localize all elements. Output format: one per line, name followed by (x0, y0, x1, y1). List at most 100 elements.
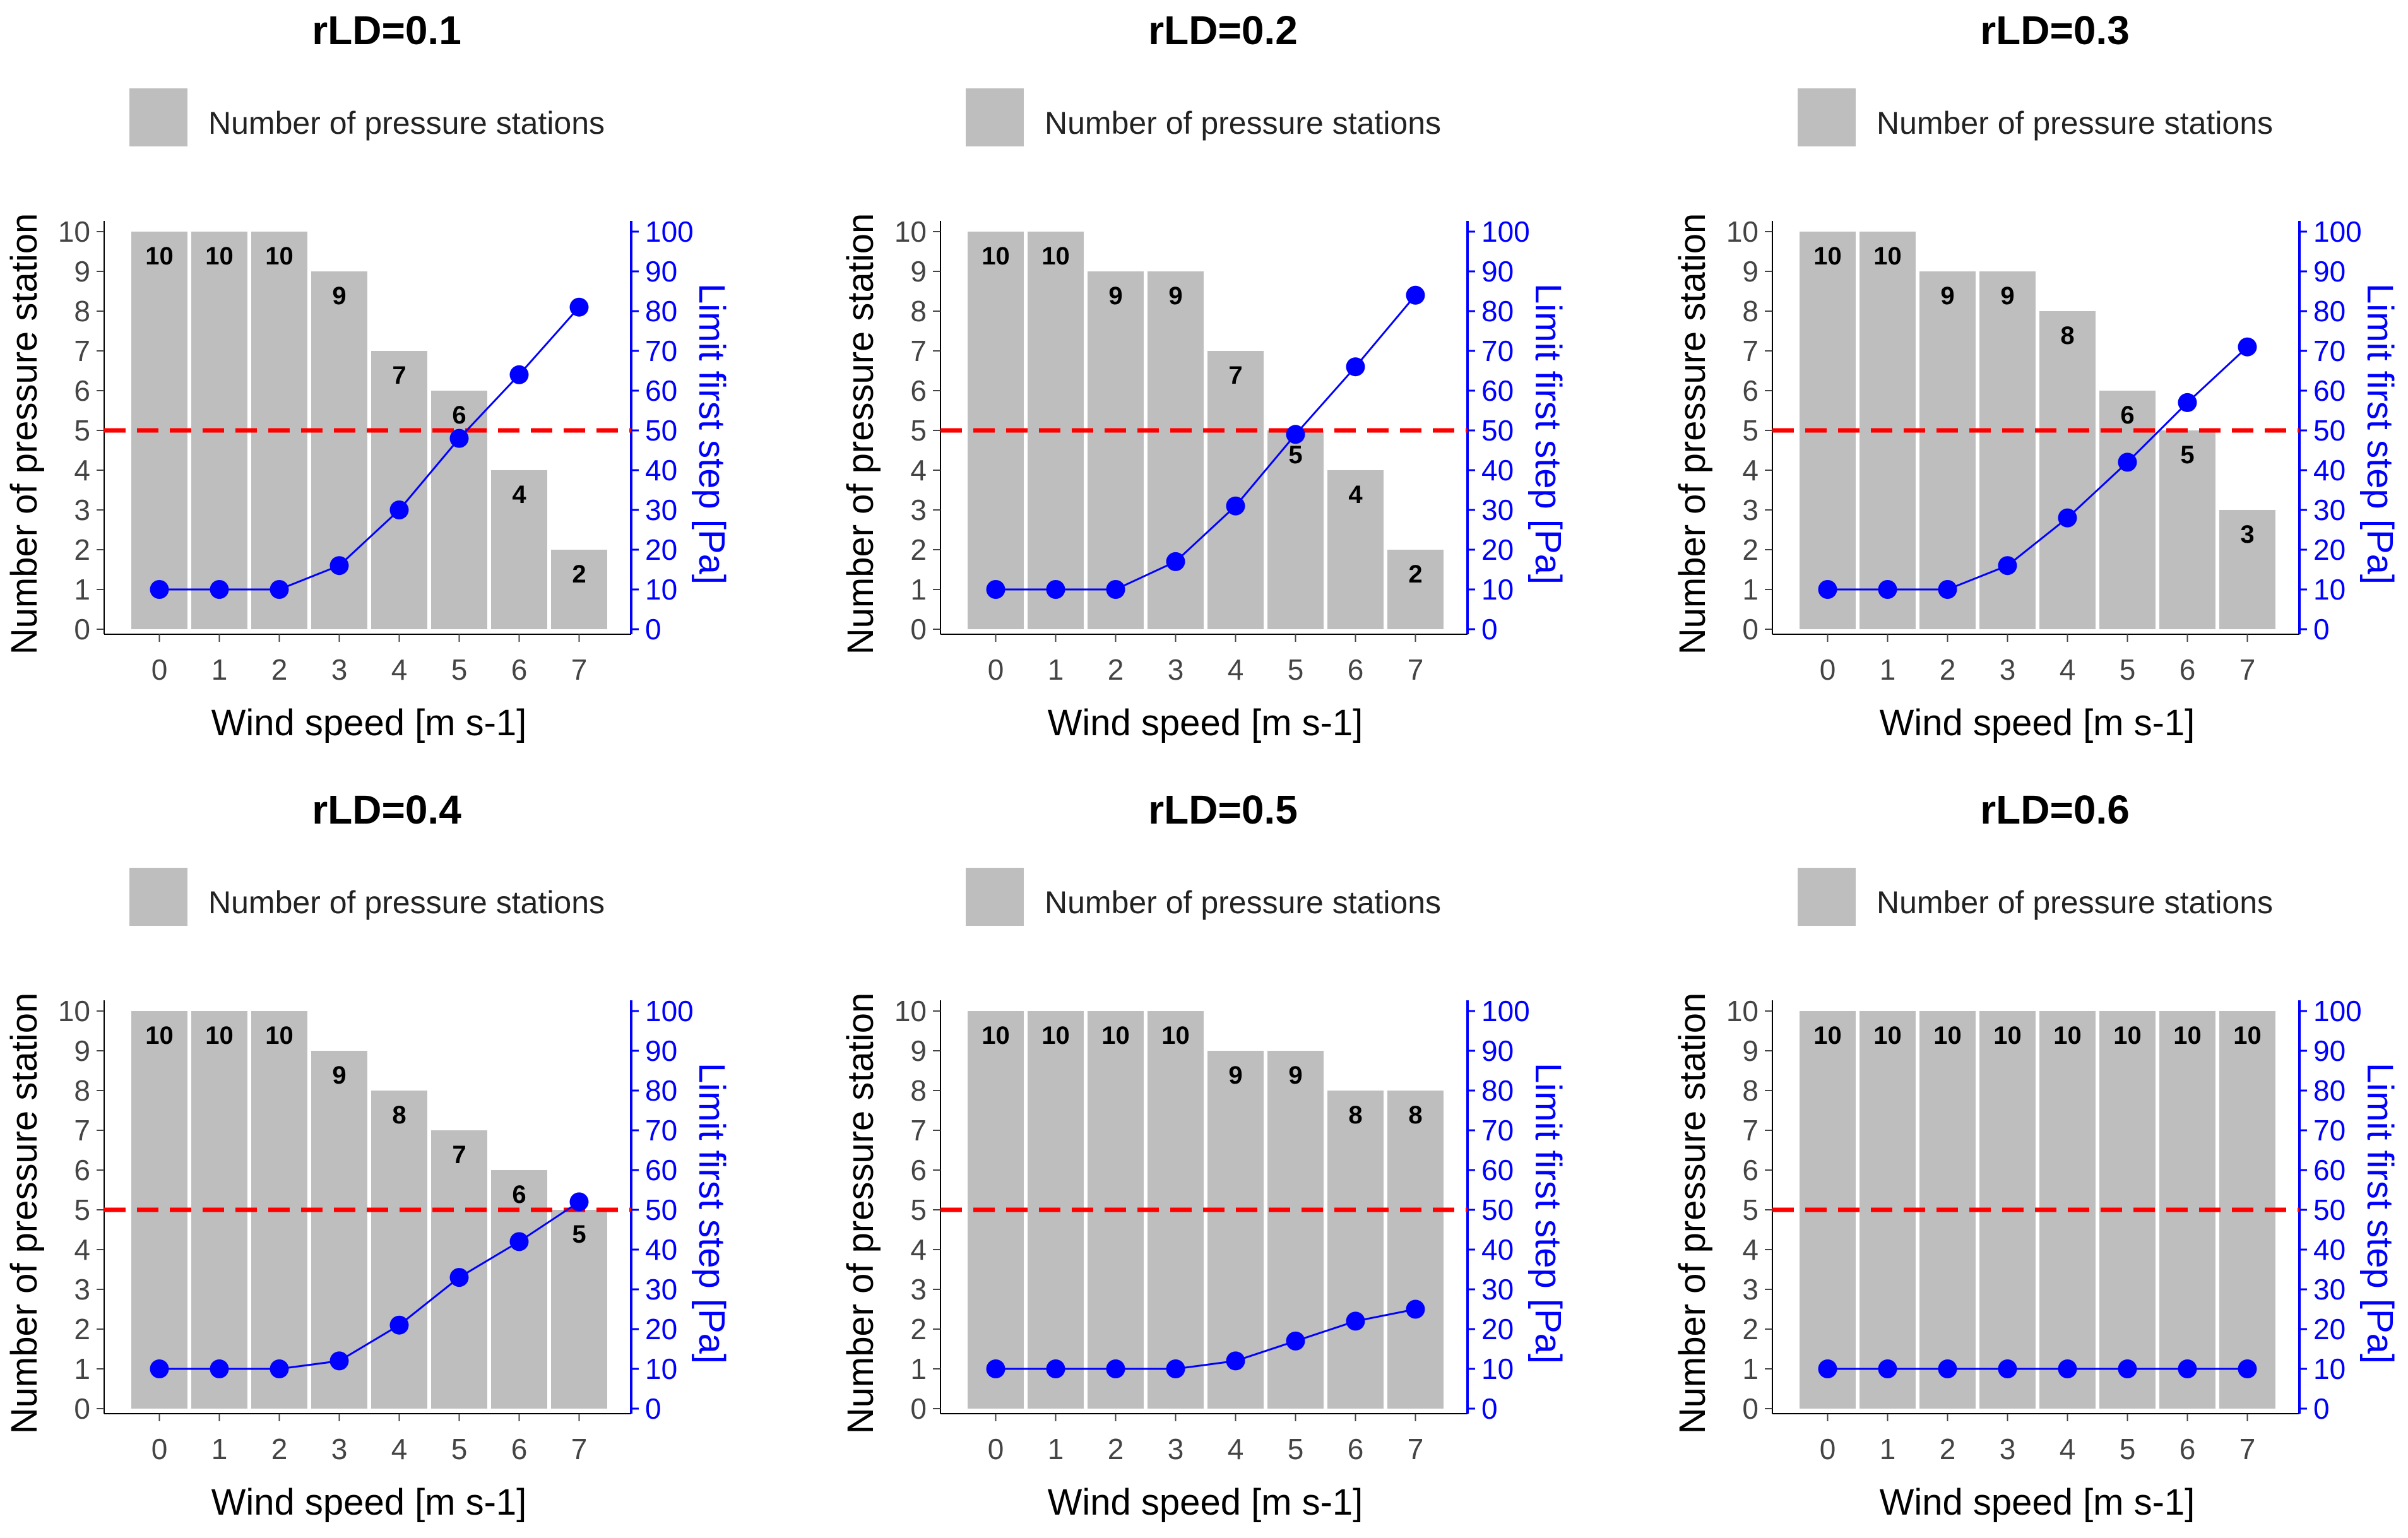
bar-4 (371, 351, 427, 629)
y-axis-title: Number of pressure station (4, 213, 45, 655)
y-tick-label: 7 (910, 334, 927, 367)
y-tick-label: 0 (74, 1392, 90, 1425)
bar-label: 9 (332, 282, 346, 310)
y-tick-label: 7 (1742, 334, 1759, 367)
bar-label: 10 (2233, 1022, 2262, 1050)
bar-2 (1088, 271, 1144, 629)
y-tick-label: 9 (74, 1034, 90, 1067)
bar-label: 4 (1348, 481, 1363, 509)
y-tick-label: 3 (910, 494, 927, 526)
limit-line (995, 1308, 1416, 1370)
y-tick-label: 9 (1742, 1034, 1759, 1067)
y-tick-label: 1 (74, 1352, 90, 1385)
y-tick-label: 1 (1742, 1352, 1759, 1385)
limit-point-1 (1046, 1359, 1065, 1378)
y-tick-label: 1 (910, 1352, 927, 1385)
chart-panel: rLD=0.5 Number of pressure stations 0 1 2 3 4 5… (840, 787, 1569, 1523)
y-tick-label: 1 (1742, 573, 1759, 606)
limit-point-0 (150, 580, 169, 599)
y2-tick-label: 40 (2313, 1233, 2346, 1266)
bar-label: 9 (1940, 282, 1954, 310)
y-tick-label: 6 (1742, 374, 1759, 407)
x-axis-title: Wind speed [m s-1] (1880, 702, 2195, 743)
limit-point-5 (2118, 453, 2137, 472)
y2-tick-label: 60 (1481, 1154, 1514, 1186)
y2-tick-label: 50 (1481, 414, 1514, 447)
y2-tick-label: 90 (2313, 1034, 2346, 1067)
y2-tick-label: 10 (645, 573, 677, 606)
y-tick-label: 2 (1742, 1313, 1759, 1346)
x-tick-label: 1 (211, 1433, 228, 1465)
limit-point-1 (1878, 580, 1897, 599)
limit-point-1 (1046, 580, 1065, 599)
x-tick-label: 2 (1940, 1433, 1956, 1465)
x-tick-label: 0 (988, 1433, 1004, 1465)
limit-point-0 (1818, 580, 1837, 599)
bar-label: 10 (1873, 242, 1902, 270)
x-tick-label: 0 (1820, 1433, 1836, 1465)
x-tick-label: 6 (1348, 653, 1364, 686)
y-tick-label: 9 (910, 255, 927, 288)
y-tick-label: 2 (1742, 533, 1759, 566)
bar-label: 10 (205, 242, 234, 270)
y-tick-label: 4 (1742, 454, 1759, 487)
bar-label: 6 (2120, 401, 2134, 429)
y-tick-label: 10 (894, 215, 927, 248)
x-tick-label: 4 (1228, 653, 1244, 686)
bar-label: 5 (572, 1221, 586, 1248)
y2-tick-label: 60 (645, 1154, 677, 1186)
chart-title: rLD=0.6 (1980, 787, 2130, 832)
limit-line (159, 306, 580, 591)
x-tick-label: 7 (571, 653, 588, 686)
limit-point-6 (509, 365, 529, 384)
x-tick-label: 5 (1288, 1433, 1304, 1465)
x-tick-label: 6 (511, 653, 528, 686)
y2-tick-label: 80 (1481, 295, 1514, 328)
bar-5 (1267, 1051, 1324, 1409)
bar-label: 10 (1813, 242, 1842, 270)
bar-label: 7 (452, 1141, 466, 1169)
bar-label: 10 (2113, 1022, 2142, 1050)
y-tick-label: 8 (74, 1074, 90, 1107)
limit-point-5 (1286, 1331, 1305, 1351)
y2-axis-title: Limit first step [Pa] (2359, 1063, 2400, 1364)
limit-point-4 (389, 500, 409, 519)
limit-point-5 (449, 429, 469, 448)
y2-tick-label: 20 (2313, 1313, 2346, 1346)
y2-tick-label: 80 (645, 295, 677, 328)
bar-7 (1387, 550, 1444, 629)
y2-tick-label: 90 (1481, 255, 1514, 288)
limit-point-7 (569, 297, 589, 317)
limit-point-3 (1166, 1359, 1185, 1378)
bar-label: 3 (2240, 521, 2254, 548)
bar-label: 10 (1101, 1022, 1130, 1050)
y2-tick-label: 0 (1481, 1392, 1498, 1425)
y2-tick-label: 100 (1481, 995, 1530, 1027)
legend-swatch (966, 868, 1024, 926)
x-tick-label: 6 (1348, 1433, 1364, 1465)
bar-4 (1207, 351, 1264, 629)
y-tick-label: 6 (74, 1154, 90, 1186)
bar-label: 10 (1041, 242, 1070, 270)
y2-tick-label: 10 (1481, 1352, 1514, 1385)
y2-tick-label: 20 (645, 533, 677, 566)
limit-line (1827, 346, 2248, 591)
x-tick-label: 7 (1408, 1433, 1424, 1465)
limit-point-5 (1286, 425, 1305, 444)
y-axis-title: Number of pressure station (4, 993, 45, 1434)
y2-tick-label: 70 (2313, 1114, 2346, 1147)
bar-label: 4 (512, 481, 526, 509)
y2-tick-label: 10 (2313, 1352, 2346, 1385)
y-tick-label: 3 (74, 494, 90, 526)
limit-point-6 (2178, 1359, 2197, 1378)
y-axis-title: Number of pressure station (840, 213, 881, 655)
y-tick-label: 0 (910, 1392, 927, 1425)
x-tick-label: 1 (1880, 653, 1896, 686)
bar-label: 10 (1993, 1022, 2022, 1050)
legend-label: Number of pressure stations (1045, 105, 1441, 141)
y2-tick-label: 60 (2313, 374, 2346, 407)
y-tick-label: 0 (1742, 1392, 1759, 1425)
y2-tick-label: 20 (1481, 1313, 1514, 1346)
limit-point-4 (2058, 1359, 2077, 1378)
limit-point-7 (2238, 337, 2257, 357)
